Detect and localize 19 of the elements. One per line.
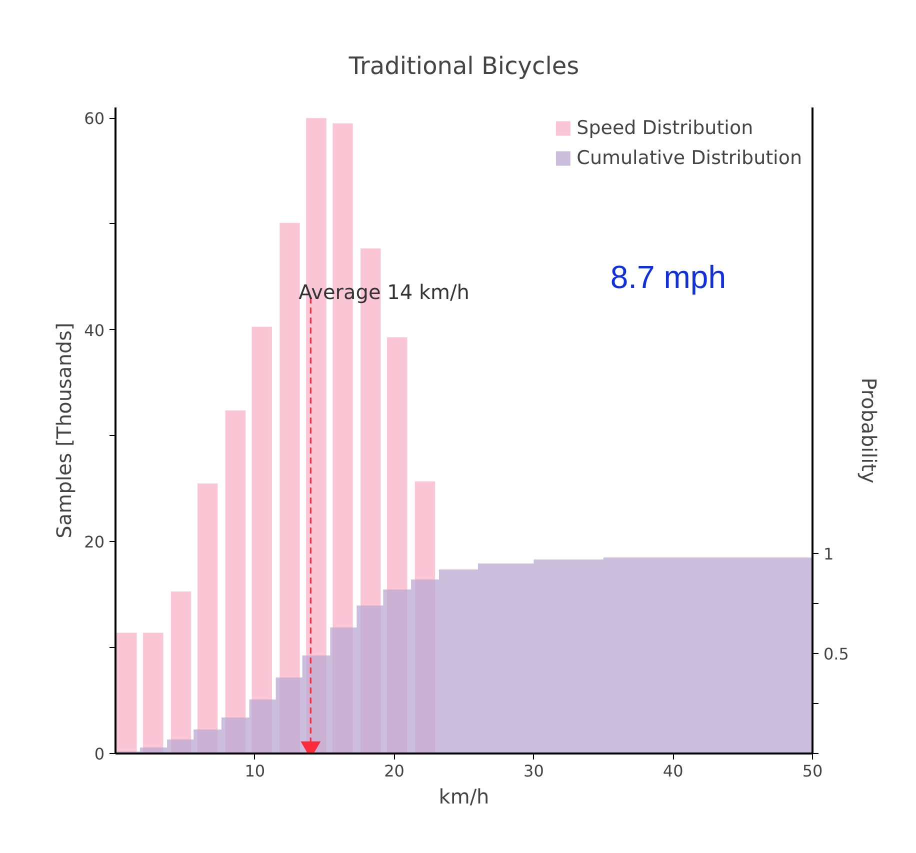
x-tick-label: 50 — [802, 762, 823, 780]
annotation: Average 14 km/h — [298, 280, 470, 304]
y2-tick-label: 1 — [824, 544, 834, 564]
chart-title: Traditional Bicycles — [348, 52, 580, 80]
y-tick-label: 20 — [84, 532, 104, 552]
x-tick-label: 10 — [244, 762, 266, 780]
x-tick-label: 40 — [662, 762, 684, 780]
y2-tick-label: 0.5 — [824, 644, 849, 664]
y-tick-label: 40 — [84, 320, 104, 340]
x-tick-label: 30 — [524, 762, 544, 780]
legend-label: Cumulative Distribution — [576, 147, 802, 169]
x-tick-label: 20 — [384, 762, 404, 780]
x-axis-title: km/h — [438, 784, 490, 808]
y-tick-label: 60 — [84, 109, 104, 128]
annotation: 8.7 mph — [610, 258, 726, 295]
legend-label: Speed Distribution — [576, 117, 754, 139]
y2-axis-title: Probability — [856, 378, 881, 484]
y-axis-title: Samples [Thousands] — [52, 322, 76, 538]
y-tick-label: 0 — [94, 744, 105, 764]
